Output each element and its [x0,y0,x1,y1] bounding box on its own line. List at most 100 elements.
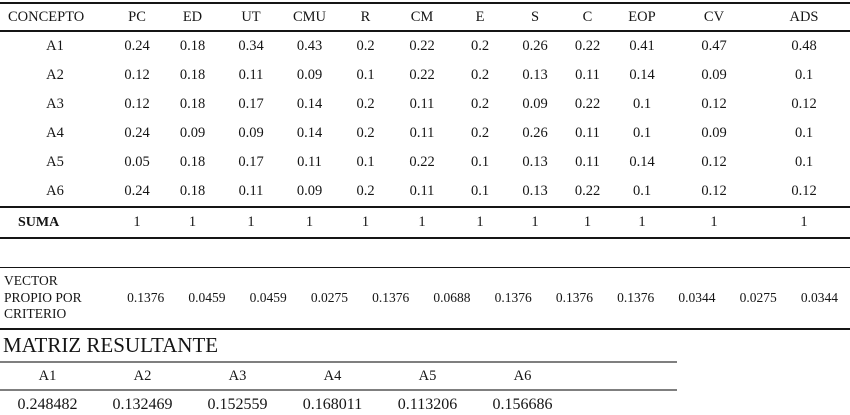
suma-value: 1 [800,214,808,230]
cell-value: 0.17 [238,154,264,170]
cell-value: 0.18 [179,154,206,170]
cell-value: 0.26 [522,38,548,54]
table-row: A4 0.24 0.09 0.09 0.14 0.2 0.11 0.2 0.26 0.11 0.1 0… [0,119,850,148]
column-header: C [582,8,593,25]
cell-value: 0.1 [356,67,375,83]
cell-value: 0.24 [124,125,150,141]
matriz-value: 0.248482 [17,396,78,414]
cell-value: 0.09 [701,125,727,141]
cell-value: 0.22 [409,154,435,170]
matriz-header: A3 [228,367,247,384]
cell-value: 0.41 [629,38,655,54]
suma-label: SUMA [18,214,60,230]
cell-value: 0.13 [522,183,548,199]
column-header: EOP [628,8,656,25]
header-row: CONCEPTO PC ED UT CMU R CM E S C EOP CV ADS [0,3,850,31]
cell-value: 0.2 [356,38,375,54]
cell-value: 0.14 [629,67,655,83]
cell-value: 0.2 [470,67,490,83]
cell-value: 0.2 [356,96,375,112]
vector-value: 0.1376 [494,290,532,305]
suma-value: 1 [531,214,539,230]
spacer-cell [570,362,677,390]
vector-row: VECTOR PROPIO POR CRITERIO 0.1376 0.0459 0… [0,268,850,330]
column-header: UT [241,8,261,25]
cell-value: 0.11 [409,183,435,199]
matriz-resultante-table: A1 A2 A3 A4 A5 A6 0.248482 0.132469 0.152559 0.1… [0,361,677,415]
suma-value: 1 [638,214,646,230]
cell-value: 0.2 [470,96,490,112]
vector-value: 0.0459 [249,290,287,305]
suma-value: 1 [476,214,484,230]
cell-value: 0.2 [356,183,375,199]
cell-value: 0.43 [296,38,323,54]
cell-value: 0.18 [179,67,206,83]
row-label: A1 [46,38,64,54]
cell-value: 0.1 [470,183,490,199]
section-gap [0,239,850,267]
column-header: ED [182,8,203,25]
suma-value: 1 [361,214,370,230]
cell-value: 0.17 [238,96,264,112]
suma-value: 1 [247,214,255,230]
cell-value: 0.11 [238,67,264,83]
cell-value: 0.18 [179,96,206,112]
cell-value: 0.09 [522,96,548,112]
cell-value: 0.47 [701,38,727,54]
matriz-header: A1 [38,367,57,384]
cell-value: 0.18 [179,183,206,199]
spacer-cell [570,390,677,415]
vector-value: 0.0688 [433,290,471,305]
matriz-header: A4 [323,367,342,384]
column-header: PC [128,8,146,25]
cell-value: 0.1 [632,96,652,112]
cell-value: 0.1 [632,183,652,199]
matriz-header-row: A1 A2 A3 A4 A5 A6 [0,362,677,391]
vector-value: 0.1376 [372,290,410,305]
table-row: A1 0.24 0.18 0.34 0.43 0.2 0.22 0.2 0.26 0.22 0.41… [0,31,850,61]
cell-value: 0.12 [701,96,727,112]
cell-value: 0.11 [575,67,600,83]
cell-value: 0.12 [701,154,727,170]
row-label: A5 [46,154,64,170]
vector-propio-table: VECTOR PROPIO POR CRITERIO 0.1376 0.0459 0… [0,267,850,330]
cell-value: 0.14 [296,125,323,141]
cell-value: 0.48 [791,38,817,54]
cell-value: 0.11 [409,96,435,112]
matriz-value: 0.156686 [492,396,553,414]
cell-value: 0.26 [522,125,548,141]
cell-value: 0.18 [179,38,206,54]
cell-value: 0.2 [470,38,490,54]
cell-value: 0.1 [470,154,490,170]
table-row: A2 0.12 0.18 0.11 0.09 0.1 0.22 0.2 0.13 0.11 0.14… [0,61,850,90]
cell-value: 0.09 [238,125,264,141]
matriz-value: 0.152559 [207,396,268,414]
vector-value: 0.0459 [188,290,226,305]
cell-value: 0.22 [574,38,601,54]
column-header: ADS [789,8,819,25]
vector-label-line: VECTOR [4,273,58,289]
cell-value: 0.12 [124,96,150,112]
vector-value: 0.1376 [127,290,165,305]
suma-value: 1 [418,214,426,230]
cell-value: 0.22 [409,67,435,83]
cell-value: 0.05 [124,154,150,170]
vector-value: 0.1376 [617,290,655,305]
cell-value: 0.11 [409,125,435,141]
concepto-table: CONCEPTO PC ED UT CMU R CM E S C EOP CV ADS A1 0.24 0.… [0,2,850,239]
column-header: CM [410,8,434,25]
cell-value: 0.2 [470,125,490,141]
cell-value: 0.34 [238,38,264,54]
cell-value: 0.12 [791,96,817,112]
cell-value: 0.14 [629,154,655,170]
row-label: A4 [46,125,64,141]
column-header: S [530,8,540,25]
cell-value: 0.09 [179,125,206,141]
suma-value: 1 [305,214,314,230]
row-label: A2 [46,67,64,83]
vector-value: 0.0275 [310,290,348,305]
cell-value: 0.1 [632,125,652,141]
cell-value: 0.1 [356,154,375,170]
matriz-header: A5 [418,367,437,384]
vector-label-line: PROPIO POR [4,289,82,305]
